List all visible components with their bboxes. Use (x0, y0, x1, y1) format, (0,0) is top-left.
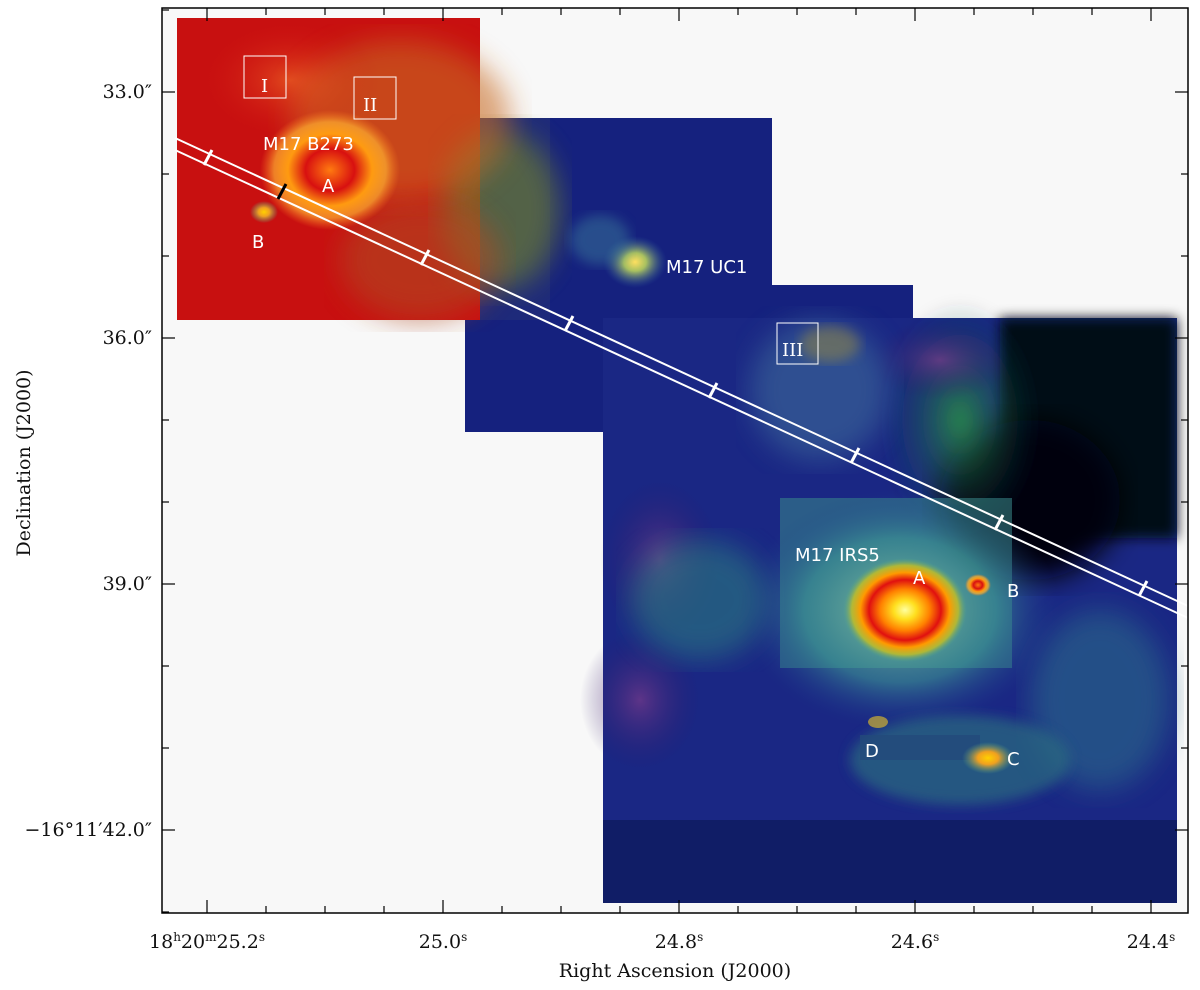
region-label-iii: III (782, 340, 803, 361)
source-label-irs5: M17 IRS5 (795, 545, 880, 566)
x-tick-label-2: 25.0s (419, 930, 467, 953)
y-tick-label-2: 36.0″ (103, 327, 152, 349)
region-box-i (243, 55, 287, 99)
axis-ticks (162, 8, 1188, 913)
region-box-ii (353, 76, 397, 120)
x-tick-label-5: 24.4s (1127, 930, 1175, 953)
y-tick-label-1: 33.0″ (103, 81, 152, 103)
y-tick-label-4: −16°11′42.0″ (25, 819, 153, 841)
x-axis-title: Right Ascension (J2000) (559, 960, 791, 982)
source-label-irs5-b: B (1007, 581, 1019, 602)
y-tick-label-3: 39.0″ (103, 573, 152, 595)
slit-ticks (202, 149, 1149, 597)
image-mosaic (177, 18, 1177, 903)
plot-frame (161, 7, 1189, 914)
x-tick-label-4: 24.6s (891, 930, 939, 953)
source-label-uc1: M17 UC1 (666, 257, 747, 278)
y-axis-title: Declination (J2000) (13, 369, 35, 556)
x-tick-label-1: 18h20m25.2s (149, 930, 265, 953)
source-label-b273-b: B (252, 232, 264, 253)
region-boxes (243, 55, 819, 365)
source-label-b273: M17 B273 (263, 134, 354, 155)
source-label-b273-a: A (322, 176, 335, 197)
region-label-ii: II (363, 95, 377, 116)
region-label-i: I (261, 76, 268, 97)
x-tick-label-3: 24.8s (655, 930, 703, 953)
source-label-irs5-c: C (1007, 749, 1020, 770)
source-label-irs5-a: A (913, 568, 926, 589)
source-label-irs5-d: D (865, 741, 879, 762)
region-box-iii (776, 322, 819, 365)
slit-overlay (174, 137, 1189, 619)
